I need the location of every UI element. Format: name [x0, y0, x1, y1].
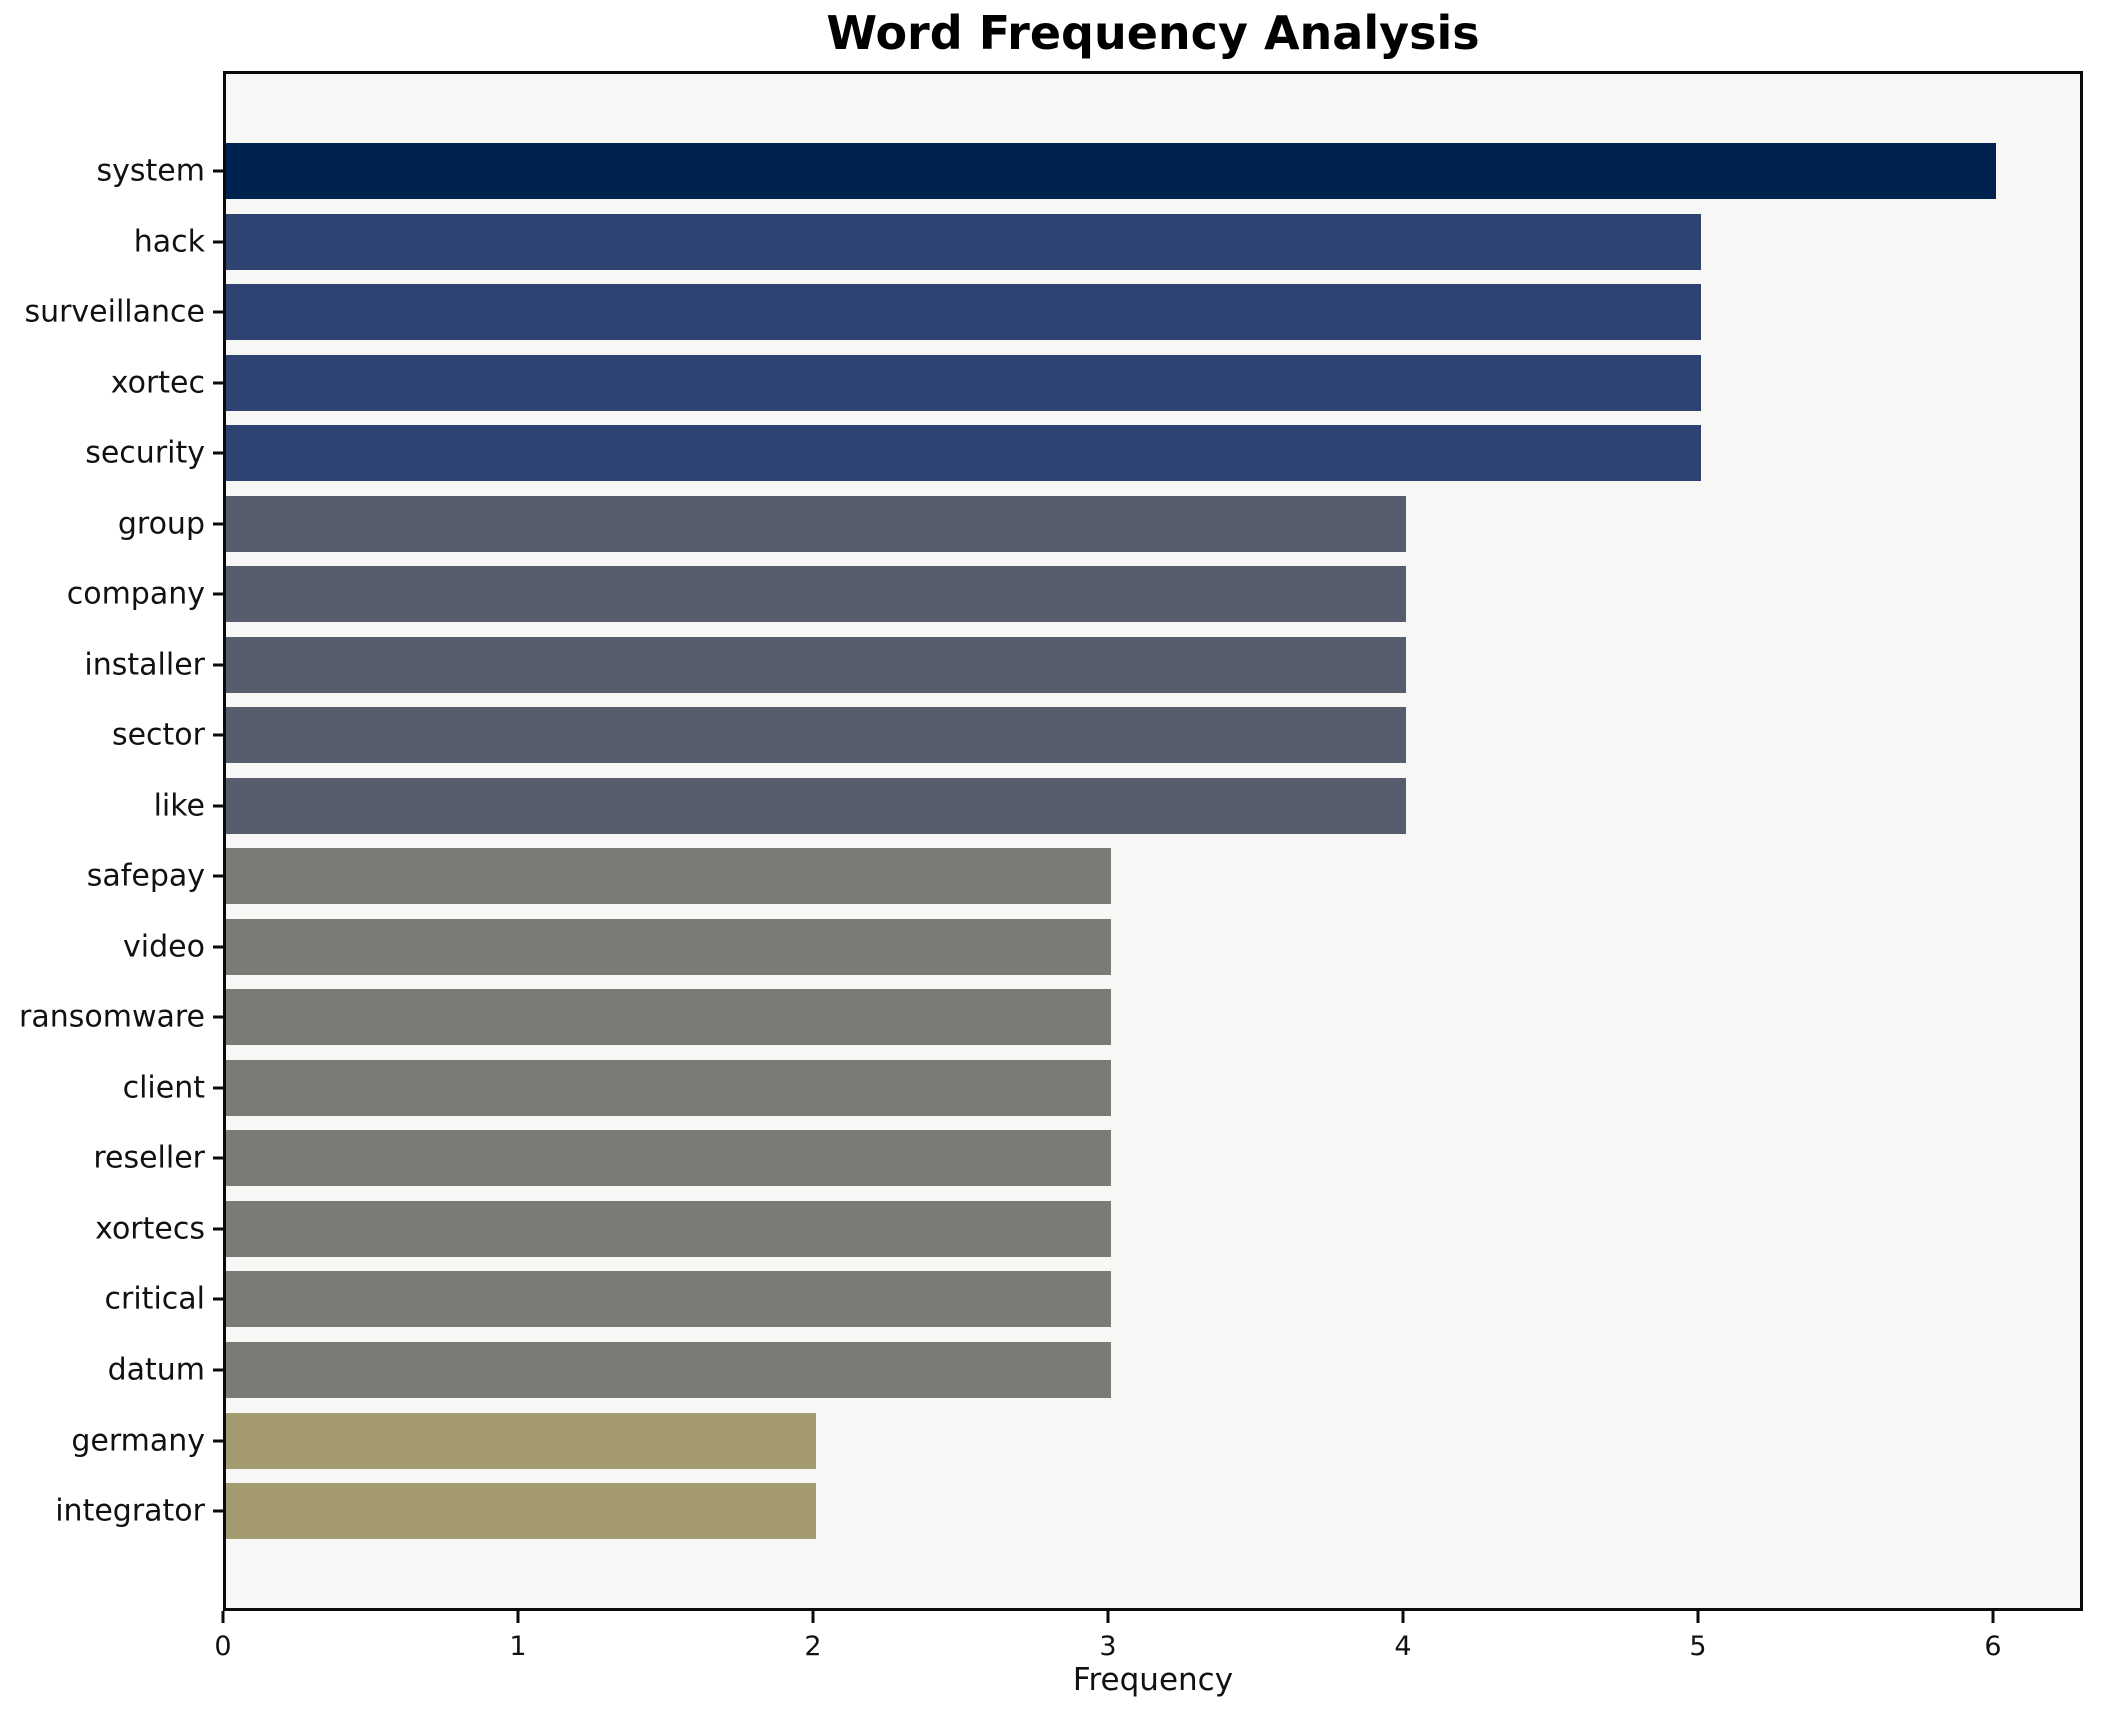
bar-company	[226, 566, 1406, 623]
y-tick-label-system: system	[96, 153, 205, 189]
bar-ransomware	[226, 989, 1111, 1046]
y-tick-mark	[213, 663, 223, 667]
y-tick-label-client: client	[122, 1070, 205, 1106]
x-tick-mark	[1106, 1611, 1110, 1623]
y-tick-mark	[213, 1297, 223, 1301]
plot-area	[223, 71, 2083, 1611]
y-tick-label-xortec: xortec	[110, 365, 205, 401]
y-tick-label-hack: hack	[133, 224, 205, 260]
y-tick-mark	[213, 592, 223, 596]
bar-hack	[226, 213, 1701, 270]
y-tick-label-germany: germany	[71, 1423, 205, 1459]
x-axis-label: Frequency	[1072, 1662, 1234, 1698]
chart-title: Word Frequency Analysis	[826, 6, 1480, 60]
y-tick-mark	[213, 240, 223, 244]
bar-critical	[226, 1271, 1111, 1328]
y-tick-label-datum: datum	[107, 1352, 205, 1388]
y-tick-mark	[213, 945, 223, 949]
y-tick-mark	[213, 1015, 223, 1019]
x-tick-mark	[1991, 1611, 1995, 1623]
bar-client	[226, 1059, 1111, 1116]
x-tick-mark	[811, 1611, 815, 1623]
y-tick-mark	[213, 522, 223, 526]
x-tick-label-5: 5	[1689, 1631, 1707, 1662]
y-tick-mark	[213, 1439, 223, 1443]
y-tick-mark	[213, 169, 223, 173]
bar-safepay	[226, 848, 1111, 905]
y-tick-mark	[213, 381, 223, 385]
y-tick-mark	[213, 804, 223, 808]
y-tick-mark	[213, 1156, 223, 1160]
bar-system	[226, 143, 1996, 199]
y-tick-label-installer: installer	[84, 647, 205, 683]
y-tick-label-security: security	[85, 435, 205, 471]
y-tick-label-like: like	[153, 788, 205, 824]
y-tick-label-reseller: reseller	[93, 1140, 205, 1176]
x-tick-label-1: 1	[509, 1631, 527, 1662]
y-tick-label-video: video	[123, 929, 205, 965]
y-tick-label-surveillance: surveillance	[24, 294, 205, 330]
x-tick-label-0: 0	[214, 1631, 232, 1662]
x-tick-label-6: 6	[1984, 1631, 2002, 1662]
y-tick-mark	[213, 310, 223, 314]
y-tick-label-company: company	[66, 576, 205, 612]
bar-integrator	[226, 1483, 816, 1540]
x-tick-label-4: 4	[1394, 1631, 1412, 1662]
y-tick-mark	[213, 1227, 223, 1231]
y-tick-label-sector: sector	[111, 717, 205, 753]
y-tick-label-safepay: safepay	[86, 858, 205, 894]
x-tick-mark	[1696, 1611, 1700, 1623]
y-tick-mark	[213, 733, 223, 737]
bar-installer	[226, 636, 1406, 693]
y-tick-mark	[213, 874, 223, 878]
y-tick-mark	[213, 1086, 223, 1090]
y-tick-mark	[213, 1509, 223, 1513]
y-tick-mark	[213, 451, 223, 455]
x-tick-label-2: 2	[804, 1631, 822, 1662]
bar-datum	[226, 1342, 1111, 1398]
bar-video	[226, 918, 1111, 975]
y-tick-label-integrator: integrator	[55, 1493, 205, 1529]
y-tick-label-ransomware: ransomware	[19, 999, 205, 1035]
x-tick-mark	[516, 1611, 520, 1623]
y-tick-label-critical: critical	[104, 1281, 205, 1317]
bar-security	[226, 425, 1701, 482]
bar-like	[226, 777, 1406, 834]
bar-xortecs	[226, 1200, 1111, 1257]
bar-germany	[226, 1412, 816, 1469]
x-tick-label-3: 3	[1099, 1631, 1117, 1662]
bar-xortec	[226, 354, 1701, 411]
bar-group	[226, 495, 1406, 552]
bar-sector	[226, 707, 1406, 764]
y-tick-mark	[213, 1368, 223, 1372]
bar-surveillance	[226, 284, 1701, 341]
bar-reseller	[226, 1130, 1111, 1187]
x-tick-mark	[1401, 1611, 1405, 1623]
y-tick-label-group: group	[117, 506, 205, 542]
y-tick-label-xortecs: xortecs	[95, 1211, 205, 1247]
x-tick-mark	[221, 1611, 225, 1623]
